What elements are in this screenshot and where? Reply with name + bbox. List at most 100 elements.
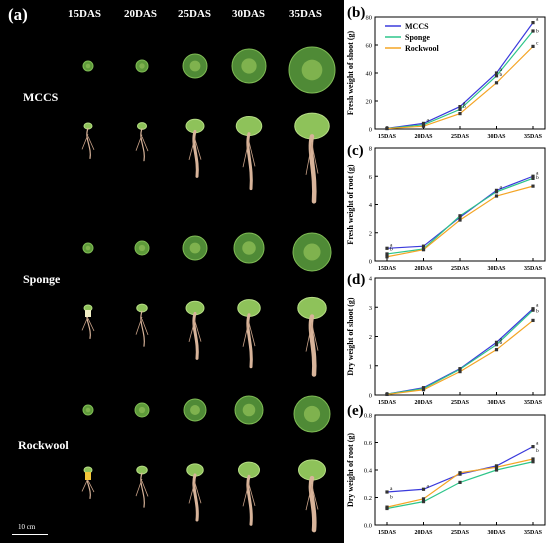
x-tick-label: 25DAS [451,266,470,272]
plant-heart [303,405,321,423]
plant-heart [85,407,91,413]
y-tick-label: 0 [369,259,372,266]
plant-heart [242,241,256,255]
y-axis-label: Dry weight of shoot (g) [346,297,355,376]
plant-root-branch [248,484,256,507]
data-point [531,457,535,461]
plant-root-branch [305,142,313,175]
plant-root-branch [188,137,196,161]
significance-letter: a [536,303,539,309]
data-point [531,176,535,180]
plant-heart [139,63,145,69]
plant-root-branch [141,319,149,336]
data-point [421,497,426,501]
significance-letter: b [536,175,539,181]
x-tick-label: 30DAS [487,400,506,406]
x-tick-label: 20DAS [414,530,433,536]
data-point [385,246,389,250]
y-axis-label: Fresh weight of root (g) [346,164,355,244]
y-tick-label: 2 [369,230,372,237]
data-point [531,460,535,464]
plant-root [308,475,317,533]
series-line-sponge [386,461,534,510]
plant-heart [301,59,323,81]
data-point [458,214,462,218]
x-tick-label: 30DAS [487,134,506,140]
plant-heart [303,243,321,261]
plant-heart [242,403,256,417]
plant-root-branch [248,141,256,167]
x-tick-label: 20DAS [414,134,433,140]
plant-root-branch [81,134,89,150]
data-point [385,255,389,259]
significance-letter: b [500,72,503,78]
data-point [494,340,499,344]
plant-root [140,128,145,162]
significance-letter: b [390,247,393,253]
group-label-sponge: Sponge [23,272,61,286]
x-tick-label: 35DAS [524,400,543,406]
significance-letter: b [390,494,393,500]
plant-root-branch [194,139,202,160]
panel-d-label: (d) [347,272,366,288]
significance-letter: a [536,170,539,176]
significance-letter: c [536,40,539,46]
y-tick-label: 0.0 [364,523,372,530]
data-point [385,505,389,509]
data-point [385,126,389,131]
plant-root-branch [311,486,319,510]
panel-c-label: (c) [347,143,364,159]
significance-letter: a [390,242,393,248]
x-tick-label: 15DAS [378,266,397,272]
data-point [531,318,535,323]
data-point [494,74,499,78]
y-tick-label: 4 [369,276,373,283]
data-point [494,348,499,352]
plant-heart [241,58,257,74]
significance-letter: a [427,117,430,123]
data-point [421,248,426,252]
x-tick-label: 35DAS [524,134,543,140]
data-point [494,468,499,472]
plant-root-branch [141,481,149,497]
y-tick-label: 8 [369,146,372,153]
plant-heart [85,245,91,251]
y-tick-label: 4 [369,202,373,209]
significance-letter: a [427,483,430,489]
plant-root-branch [188,319,196,343]
data-point [458,107,462,111]
plant-root-branch [194,482,202,504]
plot-frame [374,414,546,526]
y-tick-label: 0 [369,393,372,400]
series-line-sponge [386,309,534,395]
group-label-rockwool: Rockwool [18,438,69,452]
plant-root [140,472,145,508]
plant-root-branch [242,320,250,347]
day-label-35: 35DAS [289,8,323,20]
y-tick-label: 0.8 [364,413,372,420]
plant-root-branch [87,136,95,151]
x-tick-label: 25DAS [451,134,470,140]
y-tick-label: 1 [369,363,372,370]
plant-root [308,134,317,204]
plant-root-branch [87,318,95,332]
plant-root-branch [248,322,256,347]
growth-charts: (b) (c) (d) (e) 0 20 40 60 80 15DAS 20DAS 25DAS… [344,0,550,543]
y-tick-label: 0.2 [364,495,372,502]
significance-letter: b [536,29,539,35]
data-point [531,29,535,33]
significance-letter: a [536,441,539,447]
data-point [458,471,462,475]
day-label-30: 30DAS [232,8,266,20]
data-point [494,71,499,75]
plot-frame [374,147,546,262]
plot-frame [374,277,546,396]
scale-bar-label: 10 cm [18,523,36,531]
x-tick-label: 35DAS [524,530,543,536]
significance-letter: a [500,67,503,73]
legend-label: Sponge [405,33,430,42]
plant-root-branch [87,480,95,493]
y-tick-label: 40 [366,71,373,78]
significance-letter: a [500,184,503,190]
